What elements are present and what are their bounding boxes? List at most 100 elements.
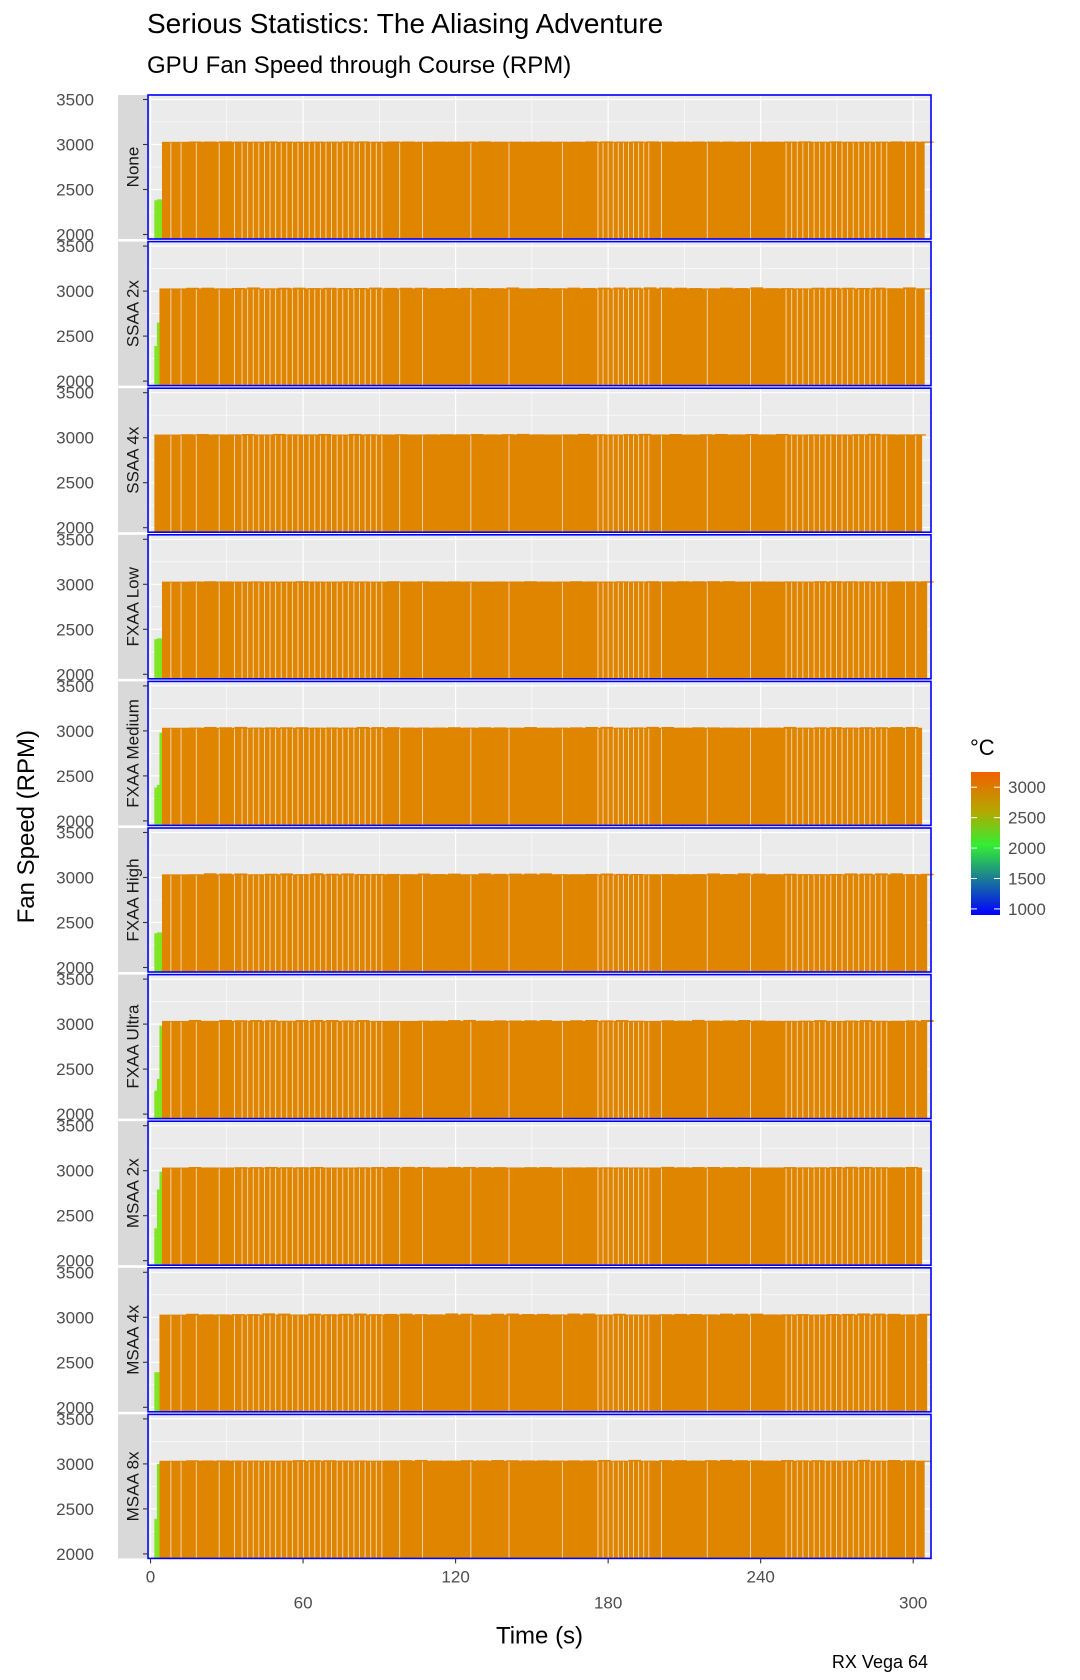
- y-tick-label: 3500: [56, 824, 94, 843]
- bar-fluctuation: [676, 727, 690, 729]
- y-tick-label: 3000: [56, 869, 94, 888]
- bar-fluctuation: [768, 1020, 782, 1022]
- bar-fluctuation: [196, 434, 210, 436]
- bar-startup: [154, 639, 157, 679]
- bar-fluctuation: [371, 873, 385, 876]
- bar-fluctuation: [521, 1314, 535, 1316]
- bar-fluctuation: [608, 434, 621, 436]
- bar-fluctuation: [552, 288, 565, 290]
- bar-fluctuation: [506, 1460, 520, 1462]
- bar-fluctuation: [554, 727, 568, 729]
- bar-fluctuation: [567, 287, 581, 290]
- bar-fluctuation: [203, 1020, 217, 1022]
- legend: °C 1000 1500 2000 2500 3000: [970, 735, 1046, 919]
- bar-fluctuation: [318, 433, 332, 436]
- facet-label: MSAA 2x: [124, 1158, 143, 1228]
- bar-fluctuation: [796, 1314, 809, 1316]
- bar-fluctuation: [783, 141, 797, 143]
- bar-fluctuation: [844, 581, 858, 583]
- bar-fluctuation: [325, 1167, 339, 1169]
- bar-fluctuation: [521, 1460, 535, 1462]
- bar-fluctuation: [338, 1313, 352, 1316]
- bar-fluctuation: [219, 727, 232, 729]
- y-tick-label: 3500: [56, 1410, 94, 1429]
- bar-main: [161, 581, 928, 679]
- bar-fluctuation: [295, 727, 309, 729]
- facet-panel: FXAA Ultra 2000 2500 3000 3500: [56, 970, 934, 1124]
- bar-fluctuation: [765, 1314, 779, 1316]
- bar-fluctuation: [699, 434, 713, 436]
- bar-fluctuation: [704, 1460, 718, 1462]
- facet-label: FXAA High: [124, 858, 143, 941]
- bar-fluctuation: [475, 1314, 489, 1316]
- bar-fluctuation: [536, 1460, 550, 1462]
- y-tick-label: 3500: [56, 530, 94, 549]
- bar-fluctuation: [875, 873, 888, 876]
- y-tick-label: 3000: [56, 1308, 94, 1327]
- bar-fluctuation: [216, 1460, 230, 1462]
- bar-fluctuation: [414, 1314, 428, 1316]
- bar-fluctuation: [491, 1313, 504, 1316]
- bar-fluctuation: [181, 434, 194, 436]
- bar-fluctuation: [791, 434, 804, 436]
- bar-fluctuation: [310, 581, 324, 583]
- y-tick-label: 3500: [56, 91, 94, 110]
- bar-fluctuation: [280, 581, 293, 583]
- bar-fluctuation: [188, 141, 202, 143]
- x-tick-label: 0: [146, 1567, 155, 1586]
- bar-fluctuation: [631, 1167, 644, 1169]
- bar-fluctuation: [582, 1460, 596, 1462]
- bar-fluctuation: [585, 141, 598, 143]
- bar-fluctuation: [308, 1460, 321, 1462]
- bar-fluctuation: [689, 288, 703, 290]
- bar-fluctuation: [414, 287, 428, 290]
- bar-fluctuation: [501, 434, 515, 436]
- bar-fluctuation: [857, 1459, 870, 1462]
- bar-fluctuation: [829, 141, 843, 143]
- bar-fluctuation: [775, 433, 789, 436]
- bar-fluctuation: [554, 874, 568, 876]
- bar-fluctuation: [264, 581, 278, 583]
- bar-fluctuation: [768, 1167, 782, 1169]
- bar-fluctuation: [226, 434, 240, 436]
- bar-fluctuation: [704, 288, 718, 290]
- bar-fluctuation: [623, 434, 637, 436]
- bar-main: [161, 727, 923, 826]
- bar-fluctuation: [325, 727, 339, 729]
- facet-label: FXAA Medium: [124, 699, 143, 808]
- bar-fluctuation: [386, 141, 400, 143]
- y-axis-title: Fan Speed (RPM): [13, 730, 40, 923]
- bar-fluctuation: [338, 1460, 352, 1462]
- bar-fluctuation: [689, 1314, 703, 1316]
- bar-fluctuation: [384, 1460, 398, 1462]
- bar-startup: [159, 932, 162, 972]
- bar-fluctuation: [272, 433, 286, 436]
- bar-fluctuation: [524, 727, 537, 729]
- bar-fluctuation: [615, 581, 629, 583]
- bar-fluctuation: [186, 287, 199, 290]
- bar-fluctuation: [646, 141, 659, 143]
- bar-fluctuation: [844, 727, 858, 729]
- bar-fluctuation: [493, 1167, 507, 1169]
- facet-panel: MSAA 2x 2000 2500 3000 3500: [56, 1117, 932, 1271]
- bar-main: [161, 874, 928, 972]
- bar-fluctuation: [737, 727, 751, 729]
- bar-fluctuation: [310, 727, 324, 729]
- bar-fluctuation: [524, 581, 537, 583]
- bar-fluctuation: [814, 1020, 827, 1022]
- bar-fluctuation: [887, 1313, 901, 1316]
- bar-fluctuation: [814, 874, 827, 876]
- bar-fluctuation: [394, 434, 408, 436]
- facet-label: None: [124, 147, 143, 188]
- bar-fluctuation: [203, 581, 217, 583]
- bar-fluctuation: [615, 1167, 629, 1169]
- bar-fluctuation: [842, 1313, 855, 1316]
- y-tick-label: 3000: [56, 429, 94, 448]
- bar-fluctuation: [341, 873, 354, 876]
- bar-fluctuation: [216, 1314, 230, 1316]
- facet-strip: [118, 1267, 147, 1412]
- bar-fluctuation: [613, 1313, 626, 1316]
- bar-fluctuation: [402, 141, 415, 143]
- x-tick-label: 240: [746, 1567, 774, 1586]
- y-tick-label: 2000: [56, 1252, 94, 1271]
